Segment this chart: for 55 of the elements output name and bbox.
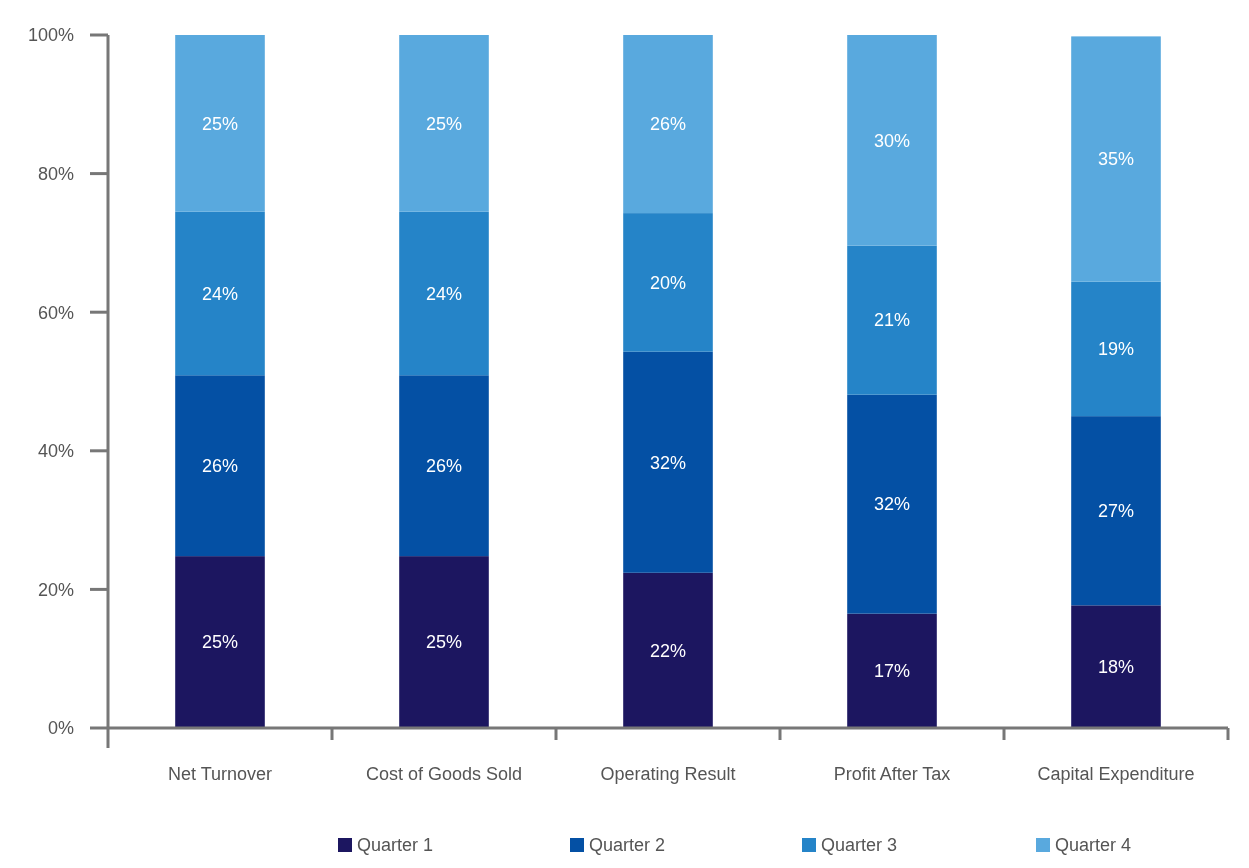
bar	[175, 211, 265, 376]
y-tick-label: 60%	[37, 302, 74, 323]
data-label: 18%	[1097, 656, 1135, 677]
data-label: 35%	[1097, 149, 1135, 170]
legend-label: Quarter 2	[589, 835, 666, 855]
x-tick-label: Capital Expenditure	[1037, 764, 1195, 784]
data-label: 17%	[873, 661, 911, 682]
bar	[623, 572, 713, 728]
bar	[847, 613, 937, 728]
bar	[399, 35, 489, 212]
x-tick-label: Profit After Tax	[833, 764, 951, 784]
bar	[399, 556, 489, 728]
data-label: 32%	[649, 452, 687, 473]
bar	[623, 213, 713, 352]
data-label: 25%	[201, 632, 239, 653]
bar	[1071, 281, 1161, 417]
bar	[847, 35, 937, 246]
bar	[399, 211, 489, 376]
bar	[175, 375, 265, 557]
bar	[175, 35, 265, 212]
legend-label: Quarter 1	[357, 835, 434, 855]
data-label: 24%	[201, 283, 239, 304]
y-tick-label: 100%	[27, 25, 74, 46]
bar	[623, 35, 713, 214]
data-label: 25%	[425, 632, 463, 653]
data-label: 26%	[649, 114, 687, 135]
y-tick-label: 0%	[47, 718, 74, 739]
bar	[623, 351, 713, 573]
y-tick-label: 40%	[37, 441, 74, 462]
y-tick-label: 80%	[37, 163, 74, 184]
data-label: 26%	[201, 456, 239, 476]
bar	[847, 394, 937, 614]
data-label: 27%	[1097, 501, 1135, 522]
legend-label: Quarter 3	[821, 835, 898, 855]
bar	[175, 556, 265, 728]
data-label: 26%	[425, 456, 463, 476]
legend-label: Quarter 4	[1055, 835, 1132, 855]
bar	[1071, 36, 1161, 282]
data-label: 32%	[873, 494, 911, 515]
x-tick-label: Net Turnover	[167, 764, 273, 784]
data-label: 19%	[1097, 339, 1135, 360]
data-label: 21%	[873, 310, 911, 331]
data-label: 30%	[873, 130, 911, 151]
bar	[1071, 416, 1161, 606]
data-label: 24%	[425, 283, 463, 304]
y-tick-label: 20%	[37, 579, 74, 600]
x-tick-label: Cost of Goods Sold	[365, 764, 523, 784]
data-label: 20%	[649, 272, 687, 293]
data-label: 25%	[201, 113, 239, 134]
bar	[399, 375, 489, 557]
x-tick-label: Operating Result	[600, 764, 736, 784]
bar	[847, 245, 937, 395]
bar	[1071, 605, 1161, 728]
data-label: 25%	[425, 113, 463, 134]
data-label: 22%	[649, 640, 687, 661]
